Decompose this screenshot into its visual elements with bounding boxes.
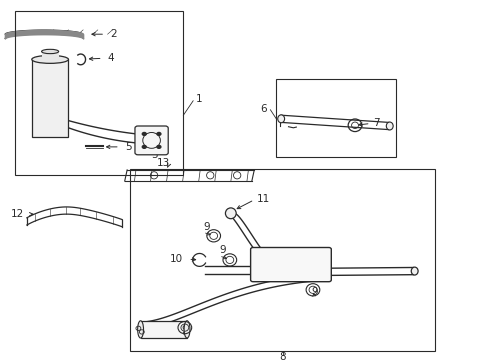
Text: 3: 3: [150, 150, 157, 160]
Bar: [32, 59, 68, 137]
Text: 7: 7: [372, 118, 379, 129]
Text: 9: 9: [181, 325, 188, 335]
Circle shape: [157, 132, 161, 135]
Text: 5: 5: [124, 142, 131, 152]
Text: 9: 9: [310, 287, 317, 297]
Ellipse shape: [32, 55, 68, 63]
Bar: [129, 169, 434, 351]
Bar: [15, 11, 183, 175]
Ellipse shape: [225, 208, 236, 219]
Text: 8: 8: [279, 352, 285, 360]
Text: 13: 13: [157, 158, 170, 168]
Text: 4: 4: [107, 53, 114, 63]
Bar: [41, 51, 59, 59]
Ellipse shape: [138, 321, 143, 338]
Text: 1: 1: [195, 94, 202, 104]
Text: 6: 6: [260, 104, 266, 114]
Text: 10: 10: [169, 254, 183, 264]
Text: 11: 11: [256, 194, 269, 204]
Ellipse shape: [183, 321, 189, 338]
Bar: [276, 79, 395, 157]
Text: 9: 9: [219, 245, 225, 255]
FancyBboxPatch shape: [135, 126, 168, 155]
Circle shape: [142, 145, 146, 148]
Ellipse shape: [41, 49, 59, 54]
Ellipse shape: [386, 122, 392, 130]
Text: 2: 2: [110, 29, 117, 39]
Ellipse shape: [410, 267, 417, 275]
Ellipse shape: [277, 115, 284, 123]
Bar: [141, 321, 187, 338]
Circle shape: [142, 132, 146, 135]
Text: 12: 12: [11, 209, 24, 219]
Text: 9: 9: [203, 222, 209, 232]
Circle shape: [157, 145, 161, 148]
FancyBboxPatch shape: [250, 248, 331, 282]
